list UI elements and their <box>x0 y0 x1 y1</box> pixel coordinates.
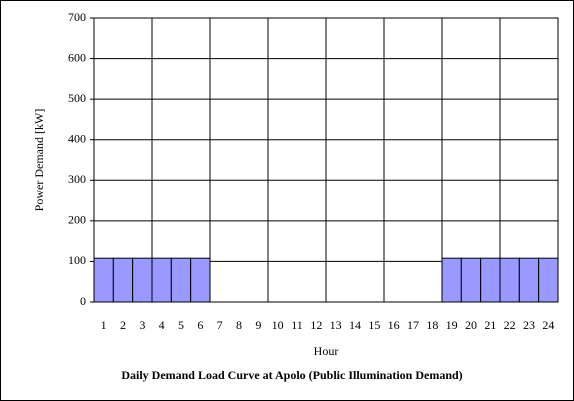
y-tick-label: 500 <box>68 91 86 105</box>
x-tick-label: 5 <box>178 318 184 332</box>
x-tick-label: 15 <box>368 318 380 332</box>
x-tick-label: 22 <box>504 318 516 332</box>
x-axis-label: Hour <box>314 344 339 358</box>
x-tick-label: 17 <box>407 318 419 332</box>
bar <box>151 257 172 303</box>
x-tick-label: 11 <box>291 318 303 332</box>
bar <box>190 257 211 303</box>
y-tick-label: 200 <box>68 213 86 227</box>
x-tick-label: 13 <box>330 318 342 332</box>
bar <box>170 257 192 303</box>
x-tick-label: 1 <box>101 318 107 332</box>
bar <box>132 257 153 303</box>
y-tick-label: 100 <box>68 253 86 267</box>
x-tick-label: 6 <box>197 318 203 332</box>
x-tick-label: 4 <box>159 318 165 332</box>
bar <box>499 257 520 303</box>
bar <box>460 257 482 303</box>
bar <box>441 257 462 303</box>
x-tick-label: 10 <box>272 318 284 332</box>
bar <box>518 257 540 303</box>
y-tick-label: 0 <box>80 294 86 308</box>
x-tick-label: 7 <box>217 318 223 332</box>
bar <box>480 257 501 303</box>
x-tick-label: 23 <box>523 318 535 332</box>
y-tick-label: 600 <box>68 50 86 64</box>
y-tick-label: 400 <box>68 131 86 145</box>
y-axis-label: Power Demand [kW] <box>32 109 46 212</box>
x-tick-label: 24 <box>542 318 554 332</box>
y-tick-label: 300 <box>68 172 86 186</box>
x-tick-label: 12 <box>310 318 322 332</box>
y-tick-label: 700 <box>68 10 86 24</box>
x-tick-label: 18 <box>426 318 438 332</box>
x-tick-label: 14 <box>349 318 361 332</box>
x-tick-label: 3 <box>139 318 145 332</box>
x-tick-label: 20 <box>465 318 477 332</box>
bar <box>93 257 114 303</box>
bar <box>538 257 559 303</box>
x-tick-label: 16 <box>388 318 400 332</box>
x-tick-label: 19 <box>446 318 458 332</box>
x-tick-label: 21 <box>484 318 496 332</box>
x-tick-label: 8 <box>236 318 242 332</box>
x-tick-label: 9 <box>255 318 261 332</box>
x-tick-label: 2 <box>120 318 126 332</box>
chart-title: Daily Demand Load Curve at Apolo (Public… <box>121 368 462 382</box>
bar <box>112 257 134 303</box>
